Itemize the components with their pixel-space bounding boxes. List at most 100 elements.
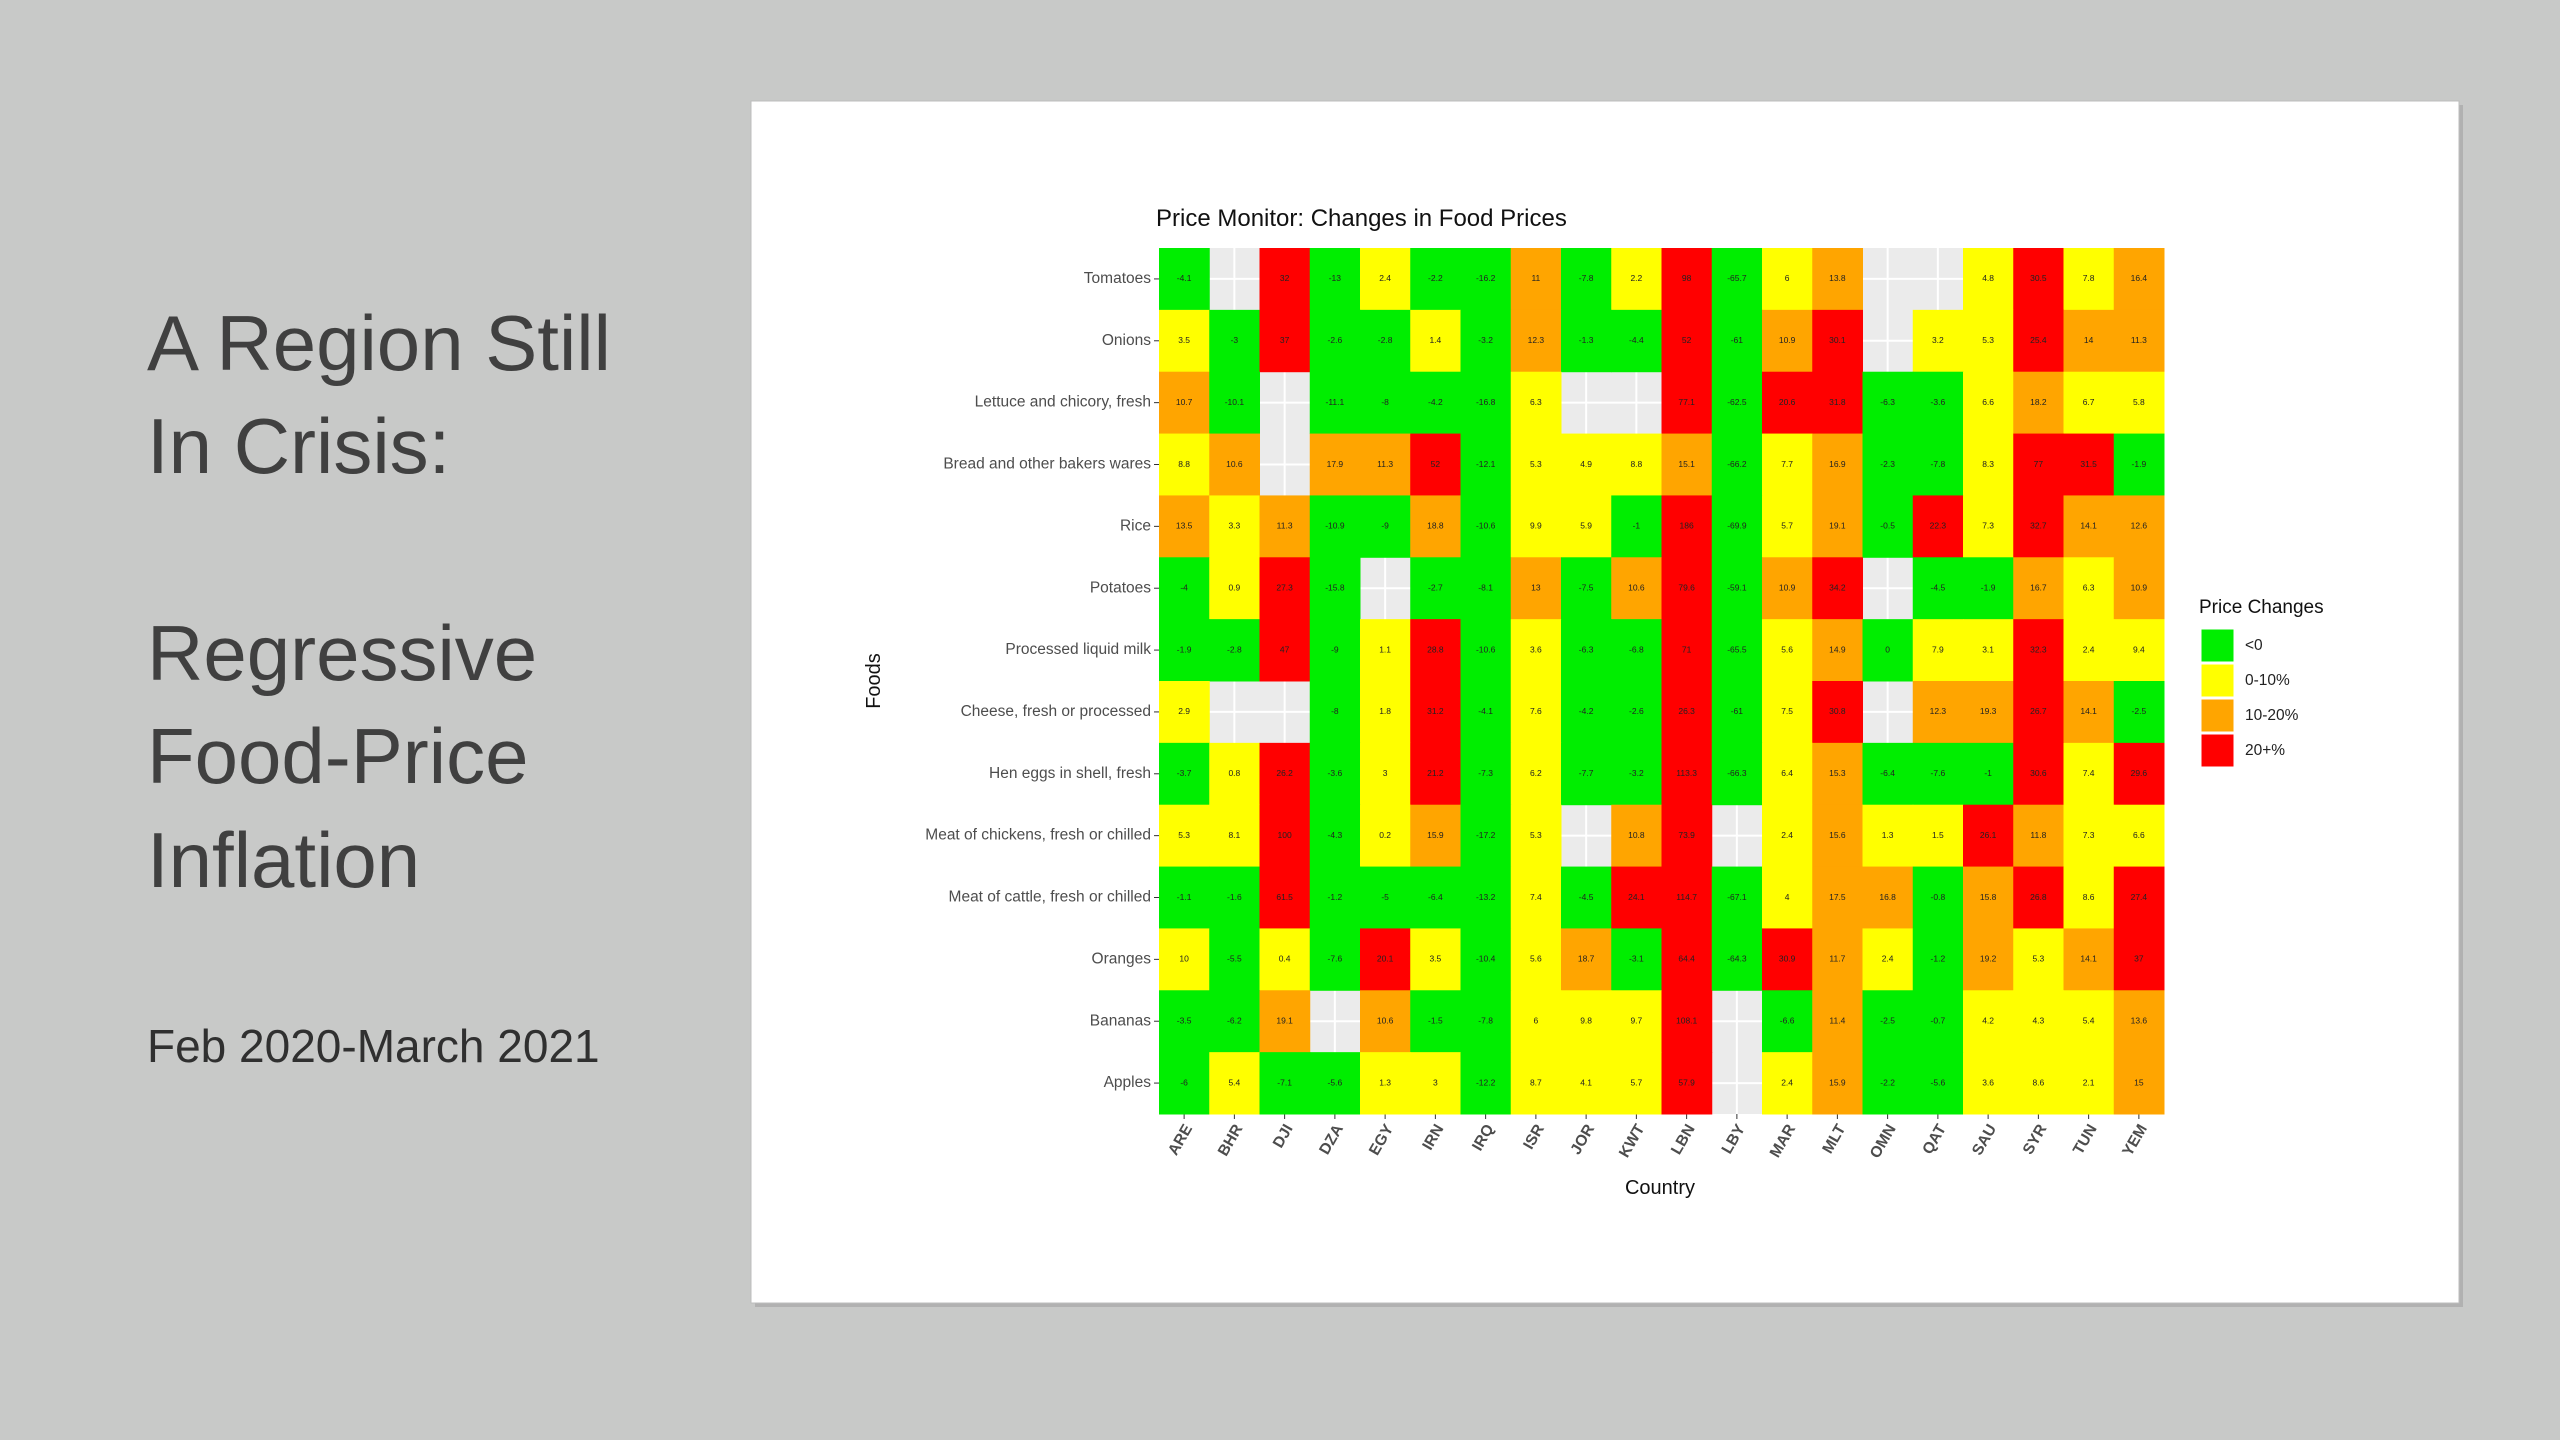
heat-cell [2113,928,2165,991]
heat-cell [2063,742,2115,806]
cell-label: -5.5 [1227,954,1242,964]
heat-cell [1812,309,1863,373]
cell-label: 64.4 [1678,954,1695,964]
heat-cell [1661,619,1713,682]
cell-label: -5 [1381,892,1389,902]
cell-label: 5.3 [1530,459,1542,469]
heat-cell [1159,371,1210,435]
heat-cell [1460,804,1512,868]
cell-label: 15.1 [1678,459,1695,469]
heat-cell [1259,557,1311,620]
cell-label: -4.1 [1478,706,1493,716]
cell-label: 3.5 [1178,335,1190,345]
heat-cell [1510,990,1562,1053]
cell-label: 8.7 [1530,1077,1542,1087]
heat-cell [2063,866,2115,929]
cell-label: 47 [1280,644,1290,654]
heat-cell [1611,433,1662,496]
heat-cell [1963,804,2014,868]
heat-cell [1862,928,1914,991]
legend-title: Price Changes [2199,597,2324,618]
slide-heading: A Region Still [147,299,611,387]
heat-cell [1360,804,1411,868]
cell-label: 11.3 [1377,459,1393,469]
heat-cell [1963,990,2014,1053]
heat-cell [1762,371,1813,435]
cell-label: -65.7 [1727,273,1747,283]
heat-cell [2063,495,2115,558]
cell-label: 3 [1383,768,1388,778]
cell-label: 31.2 [1427,706,1444,716]
heat-cell [1510,557,1562,620]
heat-cell [1309,557,1361,620]
heat-cell [1711,309,1763,373]
heat-cell [1159,619,1210,682]
heat-cell [1360,248,1411,311]
cell-label: -2.5 [2132,706,2147,716]
heat-cell [2113,309,2165,373]
heat-cell [1410,866,1461,929]
y-tick-label: Onions [1102,332,1151,349]
heat-cell [2013,804,2064,868]
heat-cell [1661,681,1713,744]
heat-cell [1360,433,1411,496]
cell-label: 11.3 [1277,521,1293,531]
cell-label: 30.5 [2030,273,2047,283]
cell-label: 4 [1785,892,1790,902]
heat-cell [1259,804,1311,868]
heat-cell [1862,866,1914,929]
heat-cell [1561,928,1612,991]
heat-cell [1963,248,2014,311]
heat-cell [1963,742,2014,806]
cell-label: -7.6 [1931,768,1946,778]
cell-label: 20.6 [1779,397,1796,407]
heat-cell [2113,433,2165,496]
heat-cell [1561,309,1612,373]
y-tick-label: Lettuce and chicory, fresh [975,394,1151,411]
cell-label: 5.3 [1178,830,1190,840]
cell-label: 10.9 [1779,582,1796,592]
heat-cell [2063,557,2115,620]
cell-label: 11.3 [2131,335,2147,345]
heat-cell [1209,742,1260,806]
cell-label: -3.6 [1931,397,1946,407]
heat-cell [1309,309,1361,373]
cell-label: -17.2 [1476,830,1496,840]
heat-cell [1561,248,1612,311]
cell-label: 5.6 [1530,954,1542,964]
heat-cell [1912,804,1964,868]
heat-cell [1912,619,1964,682]
heat-cell [1309,433,1361,496]
cell-label: -1.2 [1931,954,1946,964]
heat-cell [1862,1052,1914,1115]
cell-label: 15.9 [1427,830,1444,840]
cell-label: 5.7 [1630,1077,1642,1087]
cell-label: -65.5 [1727,644,1747,654]
cell-label: 5.8 [2133,397,2145,407]
cell-label: -4.3 [1328,830,1343,840]
heat-cell [2063,928,2115,991]
y-tick-label: Bread and other bakers wares [943,456,1151,473]
heat-cell [1762,990,1813,1053]
cell-label: -6.8 [1629,644,1644,654]
cell-label: 5.4 [2083,1015,2095,1025]
cell-label: -8.1 [1478,582,1493,592]
cell-label: 29.6 [2131,768,2148,778]
cell-label: 7.9 [1932,644,1944,654]
heat-cell [1209,1052,1260,1115]
heat-cell [1460,928,1512,991]
cell-label: -11.1 [1326,397,1345,407]
cell-label: 27.4 [2131,892,2148,902]
cell-label: 8.6 [2083,892,2095,902]
heat-cell [2113,866,2165,929]
heat-cell [1209,990,1260,1053]
heat-cell [1309,804,1361,868]
heat-cell [1963,495,2014,558]
heat-cell [1510,928,1562,991]
heat-cell [1661,557,1713,620]
heat-cell [1561,557,1612,620]
cell-label: -6.6 [1780,1015,1795,1025]
heat-cell [1762,1052,1813,1115]
heat-cell [1762,557,1813,620]
chart-title: Price Monitor: Changes in Food Prices [1156,205,1567,232]
